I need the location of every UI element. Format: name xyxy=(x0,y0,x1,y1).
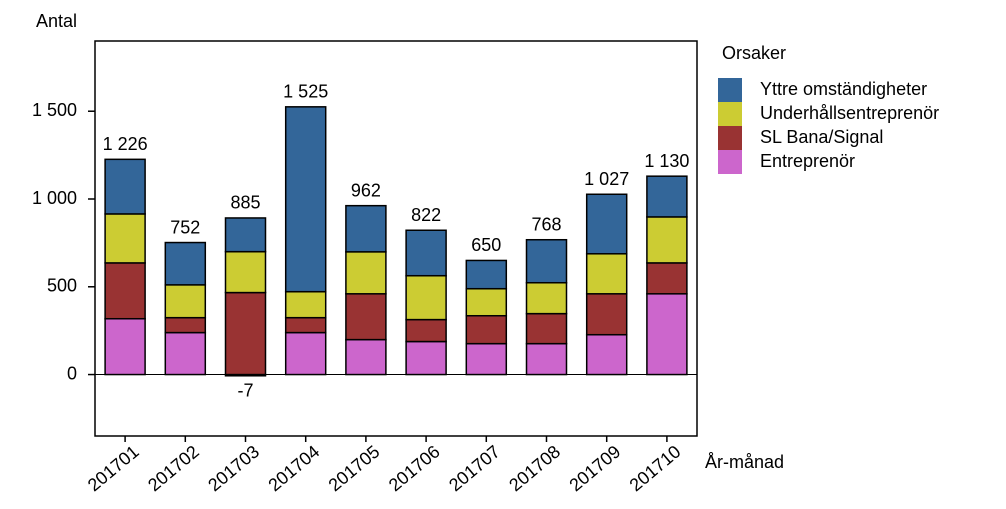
bar-segment xyxy=(585,333,628,376)
x-tick-label: 201709 xyxy=(565,441,624,495)
total-label: 752 xyxy=(170,217,200,237)
x-tick-label: 201701 xyxy=(84,441,143,495)
legend-label: Underhållsentreprenör xyxy=(760,103,939,123)
bar-segment xyxy=(345,204,387,253)
y-axis-label: Antal xyxy=(36,11,77,31)
total-label: 768 xyxy=(531,214,561,234)
bar-segment xyxy=(104,262,146,320)
bar-segment xyxy=(405,229,447,277)
plot-frame xyxy=(94,40,698,437)
bar-segment xyxy=(525,312,568,345)
bar-segment xyxy=(345,293,387,341)
bar-segment xyxy=(224,217,267,253)
total-label: 1 226 xyxy=(103,134,148,154)
total-label: 885 xyxy=(230,193,260,213)
x-tick-label: 201702 xyxy=(144,441,203,495)
bar-segment xyxy=(525,342,568,376)
bar-segment xyxy=(405,274,447,321)
y-tick-label: 0 xyxy=(67,363,77,383)
total-label: 822 xyxy=(411,205,441,225)
bar-segment xyxy=(164,331,207,376)
bar-segment xyxy=(465,314,508,345)
bar-segment xyxy=(465,259,508,290)
legend-title: Orsaker xyxy=(722,43,786,63)
y-tick-label: 1 000 xyxy=(32,188,77,208)
bar-segment xyxy=(104,317,146,376)
x-tick-label: 201710 xyxy=(626,441,685,495)
bar-segment xyxy=(104,158,146,215)
bar-segment xyxy=(224,250,267,294)
total-label: 1 130 xyxy=(644,151,689,171)
y-tick-label: 500 xyxy=(47,276,77,296)
bar-segment xyxy=(284,290,327,319)
bar-segment xyxy=(585,253,628,295)
bar-segment xyxy=(465,342,508,376)
legend-swatch xyxy=(718,126,742,150)
legend-label: SL Bana/Signal xyxy=(760,127,883,147)
bar-segment xyxy=(224,291,267,376)
bar-segment xyxy=(164,316,207,334)
legend-label: Entreprenör xyxy=(760,151,855,171)
legend-swatch xyxy=(718,102,742,126)
x-tick-label: 201704 xyxy=(264,441,323,495)
bar-segment xyxy=(525,238,568,284)
bar-segment xyxy=(284,331,327,376)
bar-segment xyxy=(585,193,628,255)
legend-label: Yttre omständigheter xyxy=(760,79,927,99)
total-label: 1 027 xyxy=(584,169,629,189)
bar-segment xyxy=(345,251,387,295)
bar-segment xyxy=(405,340,447,376)
bar-segment xyxy=(465,287,508,317)
total-label: 650 xyxy=(471,235,501,255)
bar-segment xyxy=(405,318,447,343)
y-tick-label: 1 500 xyxy=(32,100,77,120)
x-tick-label: 201705 xyxy=(325,441,384,495)
bar-segment xyxy=(284,316,327,334)
bar-segment xyxy=(646,175,688,218)
legend-swatch xyxy=(718,150,742,174)
total-label: 1 525 xyxy=(283,82,328,102)
bar-segment xyxy=(646,216,688,264)
total-label: 962 xyxy=(351,180,381,200)
x-axis-label: År-månad xyxy=(705,452,784,472)
bar-segment xyxy=(164,241,207,286)
bar-segment xyxy=(585,293,628,336)
value-label: -7 xyxy=(237,381,253,401)
bar-segment xyxy=(284,106,327,293)
x-tick-label: 201707 xyxy=(445,441,504,495)
bar-segment xyxy=(525,281,568,315)
bar-segment xyxy=(104,213,146,264)
bar-segment xyxy=(646,262,688,295)
x-tick-label: 201703 xyxy=(204,441,263,495)
legend-swatch xyxy=(718,78,742,102)
bar-segment xyxy=(345,338,387,376)
x-tick-label: 201708 xyxy=(505,441,564,495)
x-tick-label: 201706 xyxy=(385,441,444,495)
bar-segment xyxy=(646,293,688,376)
bar-segment xyxy=(164,284,207,319)
